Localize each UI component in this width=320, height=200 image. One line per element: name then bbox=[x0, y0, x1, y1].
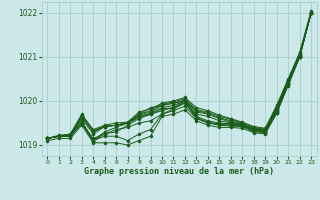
X-axis label: Graphe pression niveau de la mer (hPa): Graphe pression niveau de la mer (hPa) bbox=[84, 167, 274, 176]
